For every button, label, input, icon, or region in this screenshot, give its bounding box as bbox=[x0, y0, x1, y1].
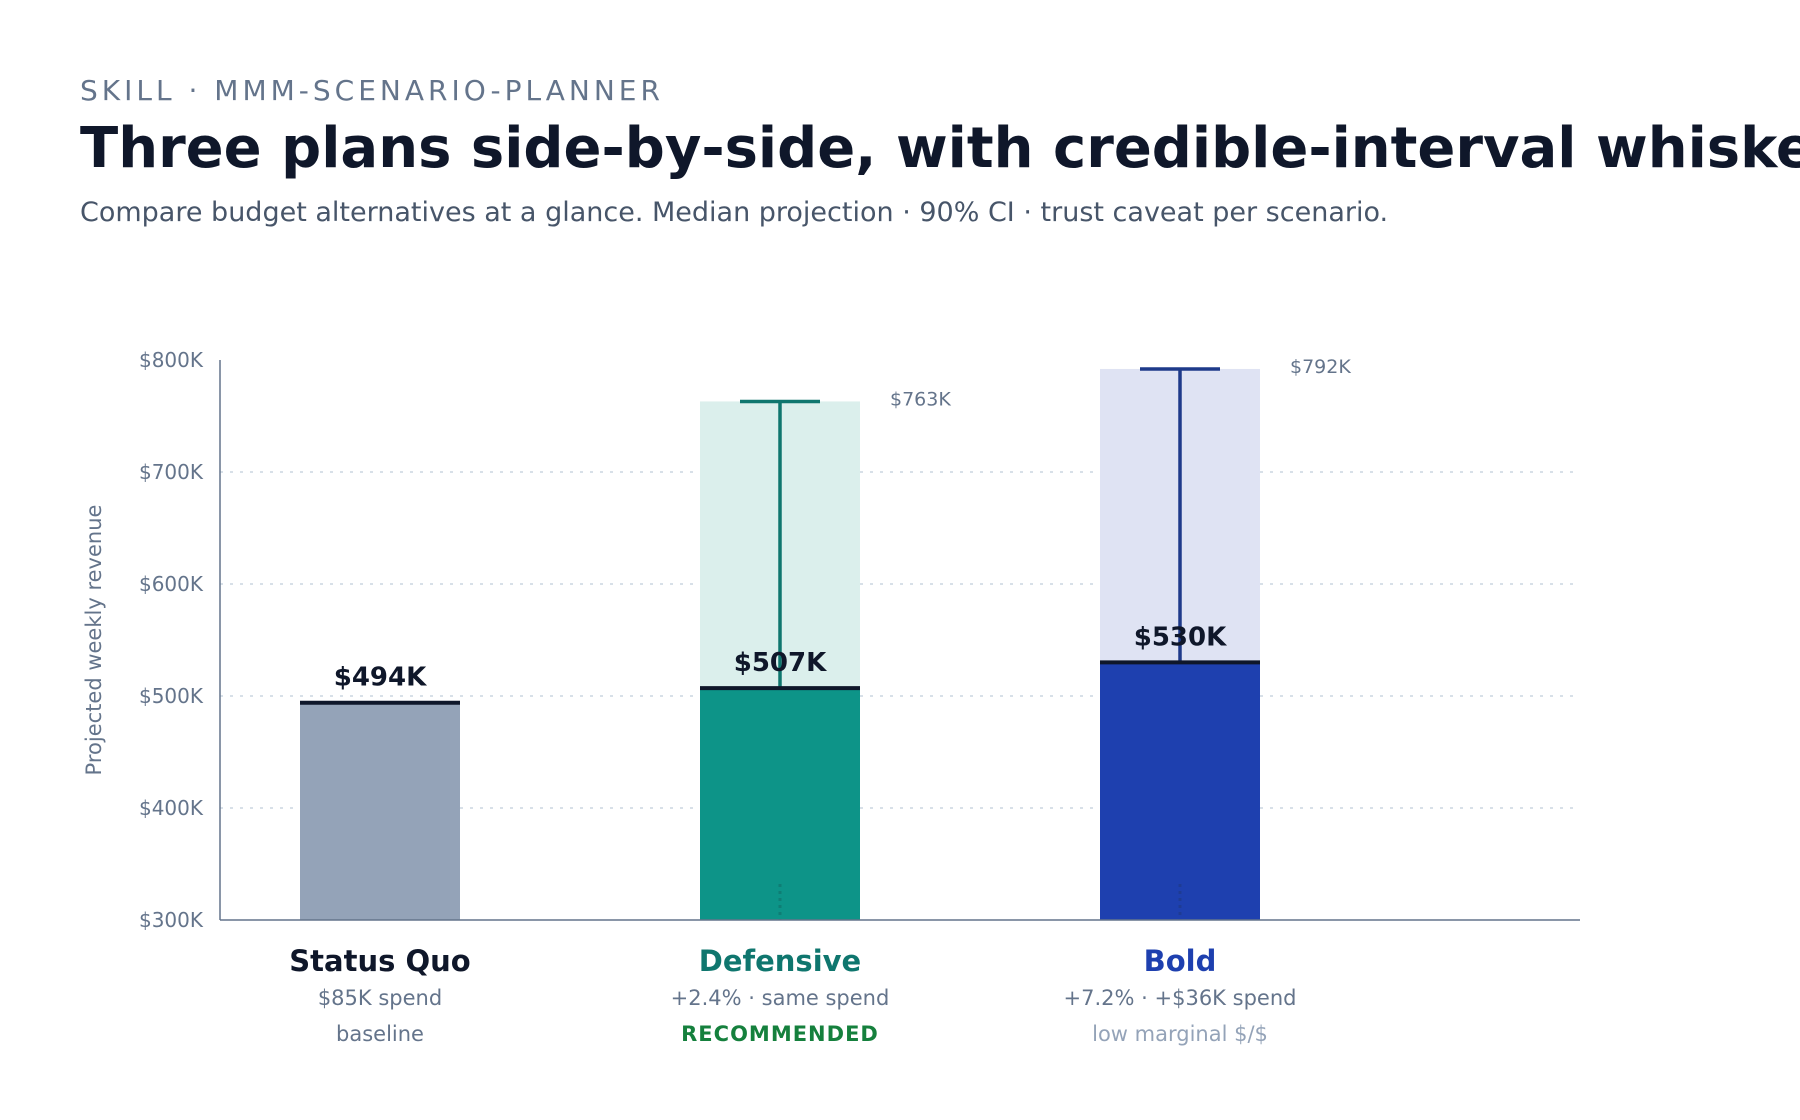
median-value-label: $530K bbox=[1134, 622, 1227, 652]
page-subtitle: Compare budget alternatives at a glance.… bbox=[80, 197, 1389, 228]
eyebrow-label: SKILL · MMM-SCENARIO-PLANNER bbox=[80, 74, 664, 107]
y-tick-label: $600K bbox=[139, 572, 204, 596]
page-title: Three plans side-by-side, with credible-… bbox=[80, 116, 1800, 181]
category-detail: $85K spend bbox=[318, 986, 442, 1010]
bar-0 bbox=[300, 702, 460, 920]
bar-1 bbox=[700, 688, 860, 920]
category-note: RECOMMENDED bbox=[681, 1022, 879, 1046]
category-label: Status Quo bbox=[289, 944, 470, 978]
bar-2 bbox=[1100, 662, 1260, 920]
category-detail: +2.4% · same spend bbox=[671, 986, 890, 1010]
category-note: low marginal $/$ bbox=[1092, 1022, 1268, 1046]
median-value-label: $494K bbox=[334, 663, 427, 693]
y-tick-label: $800K bbox=[139, 348, 204, 372]
category-label: Bold bbox=[1144, 944, 1217, 978]
y-tick-label: $500K bbox=[139, 684, 204, 708]
y-axis-title: Projected weekly revenue bbox=[82, 505, 106, 776]
category-note: baseline bbox=[336, 1022, 424, 1046]
ci-upper-label: $792K bbox=[1290, 356, 1351, 378]
y-tick-label: $400K bbox=[139, 796, 204, 820]
y-tick-label: $300K bbox=[139, 908, 204, 932]
category-label: Defensive bbox=[699, 944, 861, 978]
ci-upper-label: $763K bbox=[890, 388, 951, 410]
median-value-label: $507K bbox=[734, 648, 827, 678]
category-detail: +7.2% · +$36K spend bbox=[1064, 986, 1297, 1010]
y-tick-label: $700K bbox=[139, 460, 204, 484]
